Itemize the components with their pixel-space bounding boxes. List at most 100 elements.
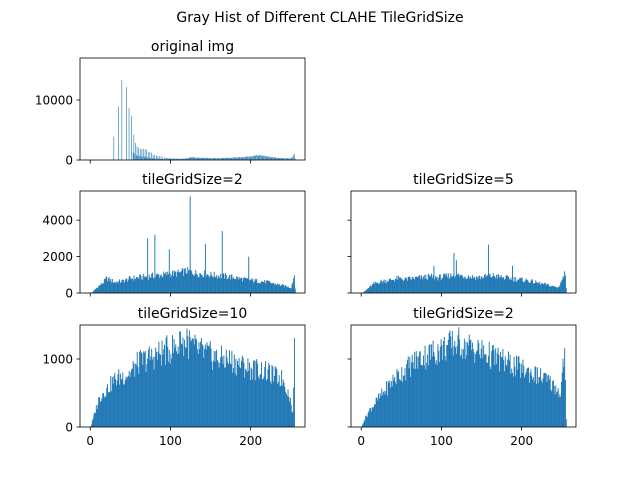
histogram-bar — [280, 157, 281, 160]
histogram-bar — [192, 156, 193, 160]
histogram-bar — [474, 277, 476, 293]
histogram-bar — [111, 279, 113, 293]
histogram-bar — [507, 275, 509, 293]
histogram-bar — [213, 351, 215, 427]
histogram-bar — [400, 380, 402, 427]
histogram-bar — [561, 372, 563, 427]
histogram-bar — [465, 279, 467, 293]
histogram-bar — [172, 275, 174, 293]
histogram-bar — [135, 363, 137, 427]
histogram-bar — [245, 278, 247, 293]
histogram-bar — [396, 276, 398, 293]
histogram-bar — [526, 368, 528, 427]
histogram-bar — [424, 345, 426, 427]
histogram-bar — [277, 383, 279, 427]
histogram-bar — [214, 157, 216, 160]
histogram-bar — [163, 271, 165, 293]
histogram-bar — [436, 364, 438, 427]
histogram-bar — [525, 278, 527, 293]
histogram-bar — [530, 280, 532, 293]
histogram-bar — [263, 282, 265, 293]
histogram-bar — [284, 386, 286, 427]
histogram-bar — [127, 279, 129, 293]
histogram-bar — [416, 277, 418, 293]
histogram-bar — [527, 280, 529, 293]
histogram-bar — [494, 276, 496, 293]
histogram-bar — [433, 265, 435, 293]
histogram-bar — [223, 273, 225, 293]
histogram-bar — [147, 238, 149, 293]
histogram-bar — [378, 283, 380, 293]
histogram-bar — [106, 276, 108, 293]
histogram-bar — [131, 116, 132, 160]
histogram-bar — [274, 366, 276, 427]
histogram-bar — [266, 156, 268, 160]
histogram-bar — [184, 339, 186, 427]
histogram-bar — [478, 343, 480, 427]
histogram-bar — [538, 376, 540, 427]
histogram-bar — [99, 396, 100, 427]
histogram-bar — [486, 362, 488, 427]
histogram-bar — [139, 148, 141, 160]
histogram-bar — [237, 360, 238, 427]
histogram-bar — [101, 284, 103, 293]
histogram-bar — [155, 158, 156, 160]
histogram-bar — [168, 274, 169, 293]
histogram-bar — [203, 157, 204, 160]
histogram-bar — [134, 279, 136, 293]
histogram-bar — [540, 285, 542, 293]
histogram-bar — [206, 342, 208, 427]
histogram-bar — [516, 280, 518, 293]
histogram-bar — [119, 384, 121, 427]
histogram-bar — [552, 380, 554, 427]
x-tick-label: 100 — [159, 434, 182, 448]
histogram-bar — [216, 360, 218, 427]
histogram-bar — [135, 278, 137, 293]
histogram-bar — [204, 270, 206, 293]
histogram-bar — [91, 424, 92, 427]
histogram-bar — [422, 276, 424, 293]
histogram-bar — [208, 158, 210, 160]
histogram-bar — [488, 274, 490, 293]
histogram-bar — [206, 157, 208, 160]
histogram-bar — [214, 361, 216, 427]
histogram-bar — [107, 392, 109, 427]
histogram-bar — [401, 367, 403, 427]
histogram-bar — [531, 375, 533, 427]
histogram-bar — [293, 275, 295, 293]
histogram-bar — [208, 346, 210, 427]
histogram-bar — [165, 157, 167, 160]
histogram-bar — [225, 274, 227, 293]
histogram-bar — [453, 345, 455, 427]
histogram-bar — [224, 278, 226, 293]
histogram-bar — [394, 377, 396, 427]
histogram-bar — [235, 358, 237, 427]
histogram-bar — [209, 275, 211, 293]
histogram-bar — [101, 398, 103, 427]
histogram-bar — [245, 156, 246, 160]
histogram-bar — [264, 279, 266, 293]
histogram-bar — [103, 283, 105, 293]
histogram-bar — [139, 155, 140, 160]
histogram-bar — [152, 154, 154, 160]
histogram-bar — [182, 337, 184, 427]
histogram-bar — [479, 275, 481, 293]
histogram-bar — [180, 271, 182, 293]
histogram-bar — [535, 367, 537, 427]
histogram-bar — [168, 361, 169, 427]
histogram-bar — [151, 348, 153, 427]
histogram-bar — [156, 155, 157, 160]
histogram-bar — [154, 154, 155, 160]
histogram-bar — [431, 356, 433, 427]
histogram-bar — [156, 273, 158, 293]
histogram-bar — [531, 279, 533, 293]
histogram-bar — [484, 353, 486, 427]
histogram-bar — [422, 355, 424, 427]
histogram-bar — [183, 275, 185, 293]
histogram-bar — [470, 339, 472, 427]
histogram-bar — [412, 277, 414, 293]
histogram-bar — [185, 348, 187, 427]
histogram-bar — [549, 376, 551, 427]
histogram-bar — [265, 156, 266, 160]
histogram-bar — [230, 274, 232, 293]
